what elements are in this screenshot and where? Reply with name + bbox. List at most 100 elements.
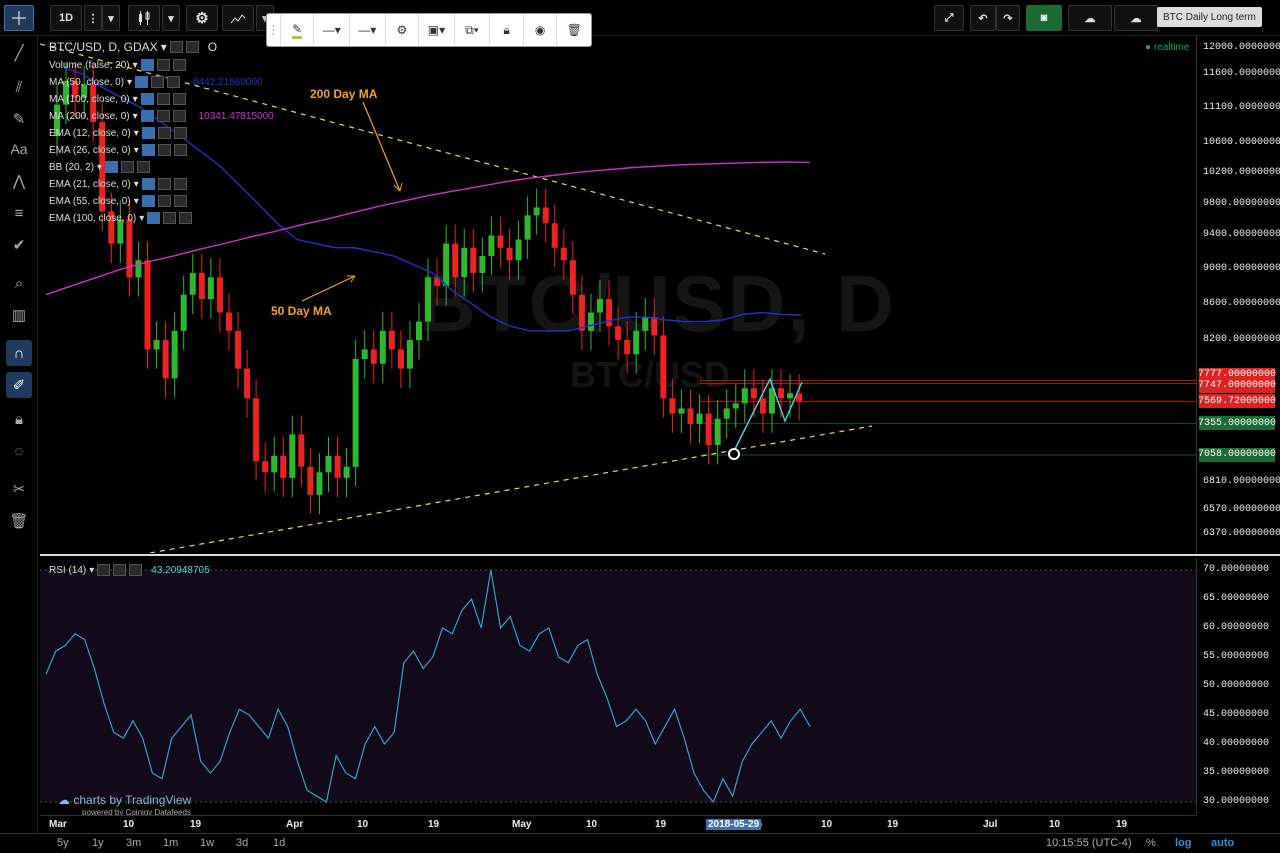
tradingview-logo[interactable]: ☁ charts by TradingView bbox=[58, 793, 191, 807]
measure-tool-icon[interactable]: ≡ bbox=[14, 204, 24, 222]
indicator-settings-icon[interactable] bbox=[156, 93, 170, 105]
indicator-settings-icon[interactable] bbox=[151, 76, 165, 88]
indicator-settings-icon[interactable] bbox=[121, 161, 135, 173]
indicator-close-icon[interactable] bbox=[179, 212, 193, 224]
indicator-legend-row[interactable]: MA (50, close, 0) ▾ 8442.21860000 bbox=[49, 75, 263, 89]
more-icon[interactable]: ⋮ bbox=[84, 5, 102, 31]
indicator-settings-icon[interactable] bbox=[157, 127, 171, 139]
rsi-legend[interactable]: RSI (14) ▾ 43.20948705 bbox=[49, 563, 210, 577]
indicator-visibility-icon[interactable] bbox=[141, 144, 155, 156]
symbol-legend[interactable]: BTC/USD, D, GDAX ▾ O bbox=[49, 40, 217, 54]
range-button-3m[interactable]: 3m bbox=[126, 837, 142, 849]
checkmark-icon[interactable]: ✔ bbox=[12, 237, 26, 254]
hide-drawings-icon[interactable]: ◌ bbox=[14, 442, 24, 460]
chart-style-chevron-icon[interactable]: ▾ bbox=[162, 5, 180, 31]
clone-button[interactable]: ⧉▾ bbox=[455, 14, 491, 46]
indicator-settings-icon[interactable] bbox=[157, 195, 171, 207]
indicator-legend-row[interactable]: BB (20, 2) ▾ bbox=[49, 160, 151, 174]
magnet-icon[interactable]: ∩ bbox=[6, 340, 32, 366]
price-axis[interactable]: 12000.00000000 11600.00000000 11100.000000… bbox=[1196, 36, 1280, 553]
indicator-visibility-icon[interactable] bbox=[105, 161, 119, 173]
auto-scale-toggle[interactable]: auto bbox=[1211, 837, 1235, 849]
line-style-button[interactable]: —▾ bbox=[350, 14, 386, 46]
candles-style-button[interactable] bbox=[128, 5, 160, 31]
indicator-legend-row[interactable]: MA (100, close, 0) ▾ bbox=[49, 92, 186, 106]
indicator-settings-icon[interactable] bbox=[163, 212, 177, 224]
indicator-close-icon[interactable] bbox=[167, 76, 181, 88]
rsi-chevron-icon[interactable]: ▾ bbox=[89, 564, 95, 576]
crosshair-tool-button[interactable] bbox=[4, 5, 34, 31]
range-button-1y[interactable]: 1y bbox=[92, 837, 104, 849]
indicator-visibility-icon[interactable] bbox=[140, 93, 154, 105]
indicator-chevron-icon[interactable]: ▾ bbox=[132, 110, 138, 122]
indicator-visibility-icon[interactable] bbox=[147, 212, 161, 224]
indicator-legend-row[interactable]: EMA (100, close, 0) ▾ bbox=[49, 211, 193, 225]
zoom-icon[interactable]: ⌕ bbox=[14, 274, 24, 292]
range-button-1d[interactable]: 1d bbox=[273, 837, 286, 849]
indicator-legend-row[interactable]: Volume (false, 20) ▾ bbox=[49, 58, 186, 72]
tools-icon[interactable]: ✂ bbox=[12, 481, 26, 498]
indicator-legend-row[interactable]: EMA (26, close, 0) ▾ bbox=[49, 143, 187, 157]
indicator-chevron-icon[interactable]: ▾ bbox=[132, 93, 138, 105]
undo-button[interactable]: ↶ bbox=[970, 5, 996, 31]
indicator-visibility-icon[interactable] bbox=[141, 178, 155, 190]
indicator-chevron-icon[interactable]: ▾ bbox=[133, 178, 139, 190]
lock-icon[interactable]: 🔒︎ bbox=[15, 410, 23, 428]
line-color-button[interactable]: ✎ bbox=[281, 14, 315, 46]
redo-button[interactable]: ↷ bbox=[996, 5, 1020, 31]
indicator-settings-icon[interactable] bbox=[156, 110, 170, 122]
load-layout-button[interactable]: ☁ bbox=[1068, 5, 1112, 31]
range-button-1m[interactable]: 1m bbox=[163, 837, 179, 849]
indicator-settings-icon[interactable] bbox=[157, 178, 171, 190]
symbol-visibility-icon[interactable] bbox=[169, 41, 183, 53]
indicator-visibility-icon[interactable] bbox=[140, 110, 154, 122]
indicator-chevron-icon[interactable]: ▾ bbox=[139, 212, 145, 224]
pattern-tool-icon[interactable]: ⋀ bbox=[12, 173, 26, 190]
rsi-visibility-icon[interactable] bbox=[97, 564, 111, 576]
range-button-5y[interactable]: 5y bbox=[57, 837, 69, 849]
indicator-chevron-icon[interactable]: ▾ bbox=[133, 195, 139, 207]
indicator-visibility-icon[interactable] bbox=[141, 127, 155, 139]
indicator-chevron-icon[interactable]: ▾ bbox=[132, 59, 138, 71]
pane-divider[interactable] bbox=[40, 554, 1280, 556]
indicator-chevron-icon[interactable]: ▾ bbox=[133, 144, 139, 156]
drag-handle-icon[interactable]: ⋮ bbox=[267, 14, 281, 46]
indicator-settings-icon[interactable] bbox=[156, 59, 170, 71]
rsi-settings-icon[interactable] bbox=[113, 564, 127, 576]
log-scale-toggle[interactable]: log bbox=[1175, 837, 1192, 849]
indicator-visibility-icon[interactable] bbox=[141, 195, 155, 207]
visual-order-button[interactable]: ▣▾ bbox=[419, 14, 455, 46]
symbol-chevron-icon[interactable]: ▾ bbox=[160, 40, 167, 54]
text-tool-icon[interactable]: Aa bbox=[10, 141, 28, 157]
snapshot-button[interactable]: ◙ bbox=[1026, 5, 1062, 31]
indicator-legend-row[interactable]: EMA (55, close, 0) ▾ bbox=[49, 194, 187, 208]
interval-button[interactable]: 1D bbox=[50, 5, 82, 31]
indicator-close-icon[interactable] bbox=[172, 93, 186, 105]
rsi-pane[interactable] bbox=[40, 558, 1196, 815]
trash-icon[interactable]: 🗑︎ bbox=[9, 513, 29, 530]
time-axis[interactable]: Mar1019Apr1019May1019n1019Jul10192018-05… bbox=[40, 815, 1196, 833]
indicator-legend-row[interactable]: MA (200, close, 0) ▾ 10341.47815000 bbox=[49, 109, 274, 123]
indicator-close-icon[interactable] bbox=[173, 127, 187, 139]
settings-button[interactable]: ⚙ bbox=[186, 5, 218, 31]
ruler-icon[interactable]: ▥ bbox=[11, 307, 27, 324]
indicator-visibility-icon[interactable] bbox=[140, 59, 154, 71]
indicator-close-icon[interactable] bbox=[172, 110, 186, 122]
delete-drawing-button[interactable]: 🗑︎ bbox=[557, 14, 591, 46]
indicator-chevron-icon[interactable]: ▾ bbox=[133, 127, 139, 139]
indicator-close-icon[interactable] bbox=[173, 144, 187, 156]
indicator-chevron-icon[interactable]: ▾ bbox=[97, 161, 103, 173]
save-layout-button[interactable]: ☁ bbox=[1114, 5, 1158, 31]
indicator-legend-row[interactable]: EMA (21, close, 0) ▾ bbox=[49, 177, 187, 191]
price-chart-pane[interactable]: BTC/USD, D BTC/USD bbox=[40, 36, 1196, 553]
stay-in-drawing-mode-icon[interactable]: ✐ bbox=[6, 372, 32, 398]
indicator-close-icon[interactable] bbox=[173, 178, 187, 190]
rsi-close-icon[interactable] bbox=[129, 564, 143, 576]
indicator-close-icon[interactable] bbox=[137, 161, 151, 173]
range-button-3d[interactable]: 3d bbox=[236, 837, 249, 849]
indicator-close-icon[interactable] bbox=[172, 59, 186, 71]
line-tool-icon[interactable]: ╱ bbox=[14, 45, 24, 62]
interval-dropdown-chevron-icon[interactable]: ▾ bbox=[102, 5, 120, 31]
fib-tool-icon[interactable]: ⫽ bbox=[15, 78, 23, 96]
indicator-chevron-icon[interactable]: ▾ bbox=[127, 76, 133, 88]
